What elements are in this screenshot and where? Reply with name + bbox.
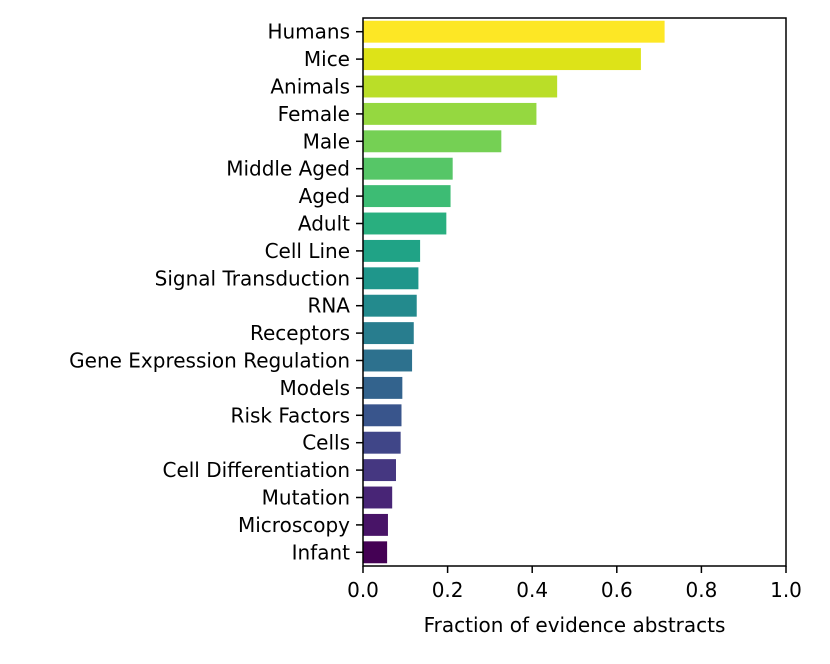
bar-middle-aged (363, 157, 453, 180)
bar-cell-differentiation (363, 459, 396, 482)
bar-risk-factors (363, 404, 402, 427)
category-label: Aged (299, 184, 350, 208)
x-tick-label: 0.4 (516, 578, 548, 602)
category-label: Microscopy (238, 513, 350, 537)
category-labels: Humans Mice Animals Female Male Middle Aged Ag… (69, 20, 363, 564)
bar-cells (363, 431, 401, 454)
category-label: Humans (267, 20, 350, 44)
x-axis-ticks: 0.0 0.2 0.4 0.6 0.8 1.0 (347, 566, 802, 602)
category-label: Infant (292, 540, 351, 564)
bar-adult (363, 212, 447, 235)
category-label: Signal Transduction (155, 266, 350, 290)
bar-cell-line (363, 239, 421, 262)
category-label: Female (278, 102, 350, 126)
bar-animals (363, 75, 558, 98)
bar-aged (363, 185, 451, 208)
category-label: Cell Differentiation (162, 458, 350, 482)
category-label: Models (280, 376, 350, 400)
bars-group (363, 20, 665, 564)
bar-infant (363, 541, 388, 564)
bar-gene-expression-regulation (363, 349, 413, 372)
bar-male (363, 130, 502, 153)
x-axis-label: Fraction of evidence abstracts (424, 613, 726, 637)
category-label: Male (303, 129, 350, 153)
category-label: Receptors (250, 321, 350, 345)
x-tick-label: 0.2 (432, 578, 464, 602)
bar-mutation (363, 486, 393, 509)
bar-signal-transduction (363, 267, 419, 290)
category-label: RNA (307, 294, 350, 318)
x-tick-label: 0.0 (347, 578, 379, 602)
category-label: Mice (304, 47, 350, 71)
bar-models (363, 376, 403, 399)
bar-receptors (363, 322, 414, 345)
category-label: Cells (302, 431, 350, 455)
x-tick-label: 0.6 (601, 578, 633, 602)
category-label: Mutation (262, 486, 350, 510)
category-label: Risk Factors (231, 403, 350, 427)
bar-rna (363, 294, 417, 317)
category-label: Animals (270, 75, 350, 99)
category-label: Gene Expression Regulation (69, 349, 350, 373)
category-label: Cell Line (265, 239, 350, 263)
category-label: Middle Aged (226, 157, 350, 181)
x-tick-label: 1.0 (770, 578, 802, 602)
bar-mice (363, 48, 641, 71)
category-label: Adult (298, 212, 350, 236)
bar-female (363, 102, 537, 125)
bar-microscopy (363, 513, 388, 536)
bar-humans (363, 20, 665, 43)
plot-frame (362, 17, 787, 567)
x-tick-label: 0.8 (685, 578, 717, 602)
